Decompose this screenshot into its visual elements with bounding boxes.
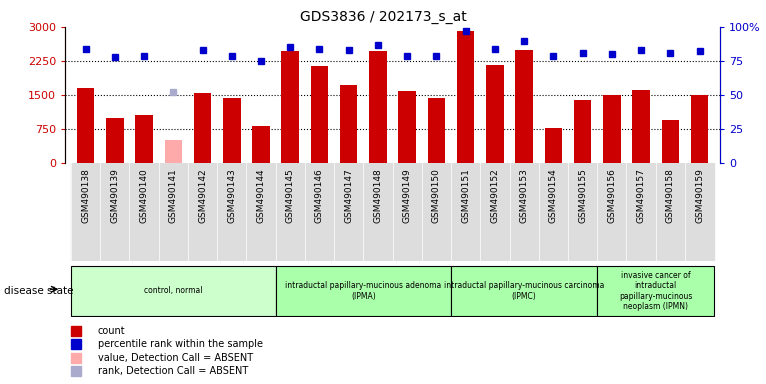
Text: value, Detection Call = ABSENT: value, Detection Call = ABSENT	[97, 353, 253, 362]
Text: GSM490159: GSM490159	[695, 168, 704, 223]
Bar	[252, 126, 270, 163]
Bar	[691, 94, 709, 163]
Bar	[71, 163, 100, 261]
Bar	[71, 266, 276, 316]
Text: GSM490150: GSM490150	[432, 168, 441, 223]
Bar	[136, 116, 153, 163]
Text: GSM490140: GSM490140	[139, 168, 149, 223]
Bar	[217, 163, 247, 261]
Bar	[538, 163, 568, 261]
Text: intraductal papillary-mucinous carcinoma
(IPMC): intraductal papillary-mucinous carcinoma…	[444, 281, 604, 301]
Bar	[194, 93, 211, 163]
Text: GSM490147: GSM490147	[344, 168, 353, 223]
Bar	[392, 163, 422, 261]
Bar	[129, 163, 159, 261]
Bar	[427, 98, 445, 163]
Text: GSM490138: GSM490138	[81, 168, 90, 223]
Bar	[656, 163, 685, 261]
Text: rank, Detection Call = ABSENT: rank, Detection Call = ABSENT	[97, 366, 247, 376]
Bar	[100, 163, 129, 261]
Bar	[305, 163, 334, 261]
Text: disease state: disease state	[4, 286, 74, 296]
Text: GSM490144: GSM490144	[257, 168, 266, 223]
Bar	[223, 98, 241, 163]
Bar	[632, 91, 650, 163]
Text: GSM490143: GSM490143	[228, 168, 236, 223]
Text: GSM490142: GSM490142	[198, 168, 207, 223]
Bar	[509, 163, 538, 261]
Text: GSM490157: GSM490157	[637, 168, 646, 223]
Bar	[451, 163, 480, 261]
Bar	[281, 51, 299, 163]
Bar	[422, 163, 451, 261]
Bar	[276, 163, 305, 261]
Bar	[247, 163, 276, 261]
Text: GSM490141: GSM490141	[169, 168, 178, 223]
Bar	[311, 66, 329, 163]
Text: GDS3836 / 202173_s_at: GDS3836 / 202173_s_at	[300, 10, 466, 23]
Text: count: count	[97, 326, 125, 336]
Bar	[516, 50, 533, 163]
Text: invasive cancer of
intraductal
papillary-mucinous
neoplasm (IPMN): invasive cancer of intraductal papillary…	[619, 271, 692, 311]
Bar	[276, 266, 451, 316]
Bar	[597, 266, 714, 316]
Text: GSM490146: GSM490146	[315, 168, 324, 223]
Bar	[685, 163, 714, 261]
Bar	[662, 119, 679, 163]
Text: percentile rank within the sample: percentile rank within the sample	[97, 339, 263, 349]
Bar	[597, 163, 627, 261]
Bar	[451, 266, 597, 316]
Bar	[457, 30, 474, 163]
Text: GSM490151: GSM490151	[461, 168, 470, 223]
Bar	[106, 118, 123, 163]
Bar	[334, 163, 363, 261]
Bar	[363, 163, 392, 261]
Bar	[77, 88, 94, 163]
Text: GSM490156: GSM490156	[607, 168, 617, 223]
Bar	[486, 65, 504, 163]
Text: GSM490139: GSM490139	[110, 168, 119, 223]
Bar	[369, 51, 387, 163]
Bar	[568, 163, 597, 261]
Text: control, normal: control, normal	[144, 286, 202, 295]
Text: GSM490154: GSM490154	[549, 168, 558, 223]
Text: intraductal papillary-mucinous adenoma
(IPMA): intraductal papillary-mucinous adenoma (…	[285, 281, 441, 301]
Text: GSM490158: GSM490158	[666, 168, 675, 223]
Bar	[340, 85, 358, 163]
Bar	[398, 91, 416, 163]
Bar	[574, 101, 591, 163]
Bar	[159, 163, 188, 261]
Bar	[480, 163, 509, 261]
Text: GSM490155: GSM490155	[578, 168, 587, 223]
Bar	[627, 163, 656, 261]
Bar	[545, 128, 562, 163]
Text: GSM490148: GSM490148	[374, 168, 382, 223]
Text: GSM490152: GSM490152	[490, 168, 499, 223]
Text: GSM490149: GSM490149	[403, 168, 411, 223]
Bar	[165, 141, 182, 163]
Bar	[188, 163, 217, 261]
Text: GSM490145: GSM490145	[286, 168, 295, 223]
Bar	[603, 95, 620, 163]
Text: GSM490153: GSM490153	[519, 168, 529, 223]
